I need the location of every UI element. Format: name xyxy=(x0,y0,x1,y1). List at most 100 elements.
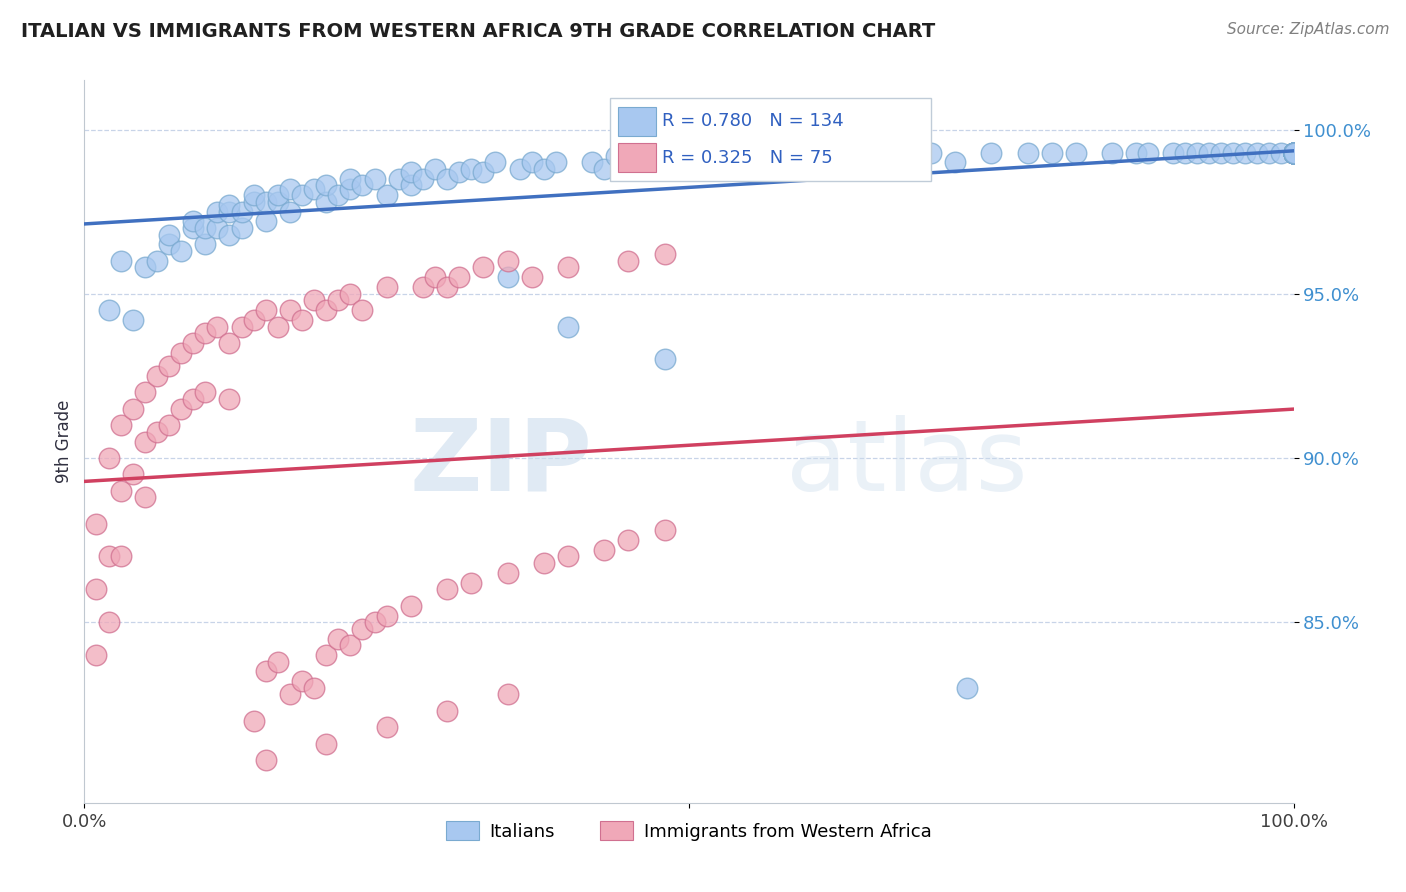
Point xyxy=(1234,145,1257,160)
Y-axis label: 9th Grade: 9th Grade xyxy=(55,400,73,483)
Point xyxy=(218,204,240,219)
Point xyxy=(823,145,845,160)
Point xyxy=(449,270,471,285)
Point xyxy=(883,149,905,163)
Point xyxy=(1282,145,1305,160)
Point xyxy=(254,753,277,767)
Point xyxy=(799,149,821,163)
Point xyxy=(170,401,193,416)
Text: R = 0.780   N = 134: R = 0.780 N = 134 xyxy=(662,112,844,130)
Point xyxy=(254,303,277,318)
Point xyxy=(1282,145,1305,160)
Point xyxy=(1282,145,1305,160)
Point xyxy=(315,737,337,751)
Point xyxy=(352,303,374,318)
Point xyxy=(1282,145,1305,160)
Point xyxy=(134,385,156,400)
Point xyxy=(436,582,458,597)
Point xyxy=(1282,145,1305,160)
Point xyxy=(1246,145,1268,160)
Point xyxy=(97,303,120,318)
Point xyxy=(1040,145,1063,160)
Point xyxy=(1282,145,1305,160)
Point xyxy=(714,155,737,169)
Point xyxy=(278,688,301,702)
Point xyxy=(460,161,482,176)
FancyBboxPatch shape xyxy=(610,98,931,181)
Point xyxy=(110,254,132,268)
Point xyxy=(328,293,350,308)
Point xyxy=(242,194,264,209)
Point xyxy=(254,214,277,228)
Point xyxy=(811,145,834,160)
Text: R = 0.325   N = 75: R = 0.325 N = 75 xyxy=(662,149,834,167)
Point xyxy=(1282,145,1305,160)
Point xyxy=(315,303,337,318)
Point xyxy=(110,483,132,498)
Point xyxy=(352,178,374,193)
Point xyxy=(1174,145,1197,160)
Point xyxy=(302,182,325,196)
Point xyxy=(557,260,579,275)
Point xyxy=(1282,145,1305,160)
Point xyxy=(533,556,555,570)
Point xyxy=(557,319,579,334)
Point xyxy=(738,149,761,163)
Point xyxy=(86,516,108,531)
Point xyxy=(1282,145,1305,160)
Point xyxy=(1282,145,1305,160)
Point xyxy=(509,161,531,176)
Point xyxy=(97,549,120,564)
Point xyxy=(1282,145,1305,160)
FancyBboxPatch shape xyxy=(617,143,657,172)
Point xyxy=(157,359,180,373)
Point xyxy=(896,145,918,160)
Point xyxy=(254,665,277,679)
Point xyxy=(302,293,325,308)
Point xyxy=(339,638,361,652)
Point xyxy=(1282,145,1305,160)
Point xyxy=(544,155,567,169)
Text: ITALIAN VS IMMIGRANTS FROM WESTERN AFRICA 9TH GRADE CORRELATION CHART: ITALIAN VS IMMIGRANTS FROM WESTERN AFRIC… xyxy=(21,22,935,41)
Point xyxy=(207,319,229,334)
Point xyxy=(399,178,422,193)
Point xyxy=(1017,145,1039,160)
Point xyxy=(654,352,676,367)
Point xyxy=(328,632,350,646)
Point xyxy=(267,655,290,669)
Point xyxy=(436,704,458,718)
Point xyxy=(1282,145,1305,160)
Point xyxy=(1185,145,1208,160)
Point xyxy=(1282,145,1305,160)
Point xyxy=(181,214,204,228)
Point xyxy=(278,204,301,219)
Point xyxy=(617,533,640,547)
Point xyxy=(1101,145,1123,160)
Point xyxy=(1282,145,1305,160)
Point xyxy=(460,575,482,590)
Point xyxy=(1198,145,1220,160)
Point xyxy=(872,145,894,160)
Point xyxy=(315,648,337,662)
Point xyxy=(1282,145,1305,160)
Point xyxy=(654,247,676,261)
Point xyxy=(1282,145,1305,160)
Point xyxy=(181,221,204,235)
Point xyxy=(423,161,446,176)
Point xyxy=(1282,145,1305,160)
Point xyxy=(121,467,143,482)
Point xyxy=(412,171,434,186)
Point xyxy=(339,182,361,196)
Point xyxy=(278,182,301,196)
Point xyxy=(242,313,264,327)
Point xyxy=(302,681,325,695)
Point xyxy=(194,385,217,400)
Point xyxy=(339,171,361,186)
Point xyxy=(1137,145,1160,160)
Point xyxy=(496,270,519,285)
Point xyxy=(496,688,519,702)
Point xyxy=(630,161,652,176)
Point xyxy=(86,582,108,597)
Point xyxy=(775,145,797,160)
Point xyxy=(181,392,204,406)
